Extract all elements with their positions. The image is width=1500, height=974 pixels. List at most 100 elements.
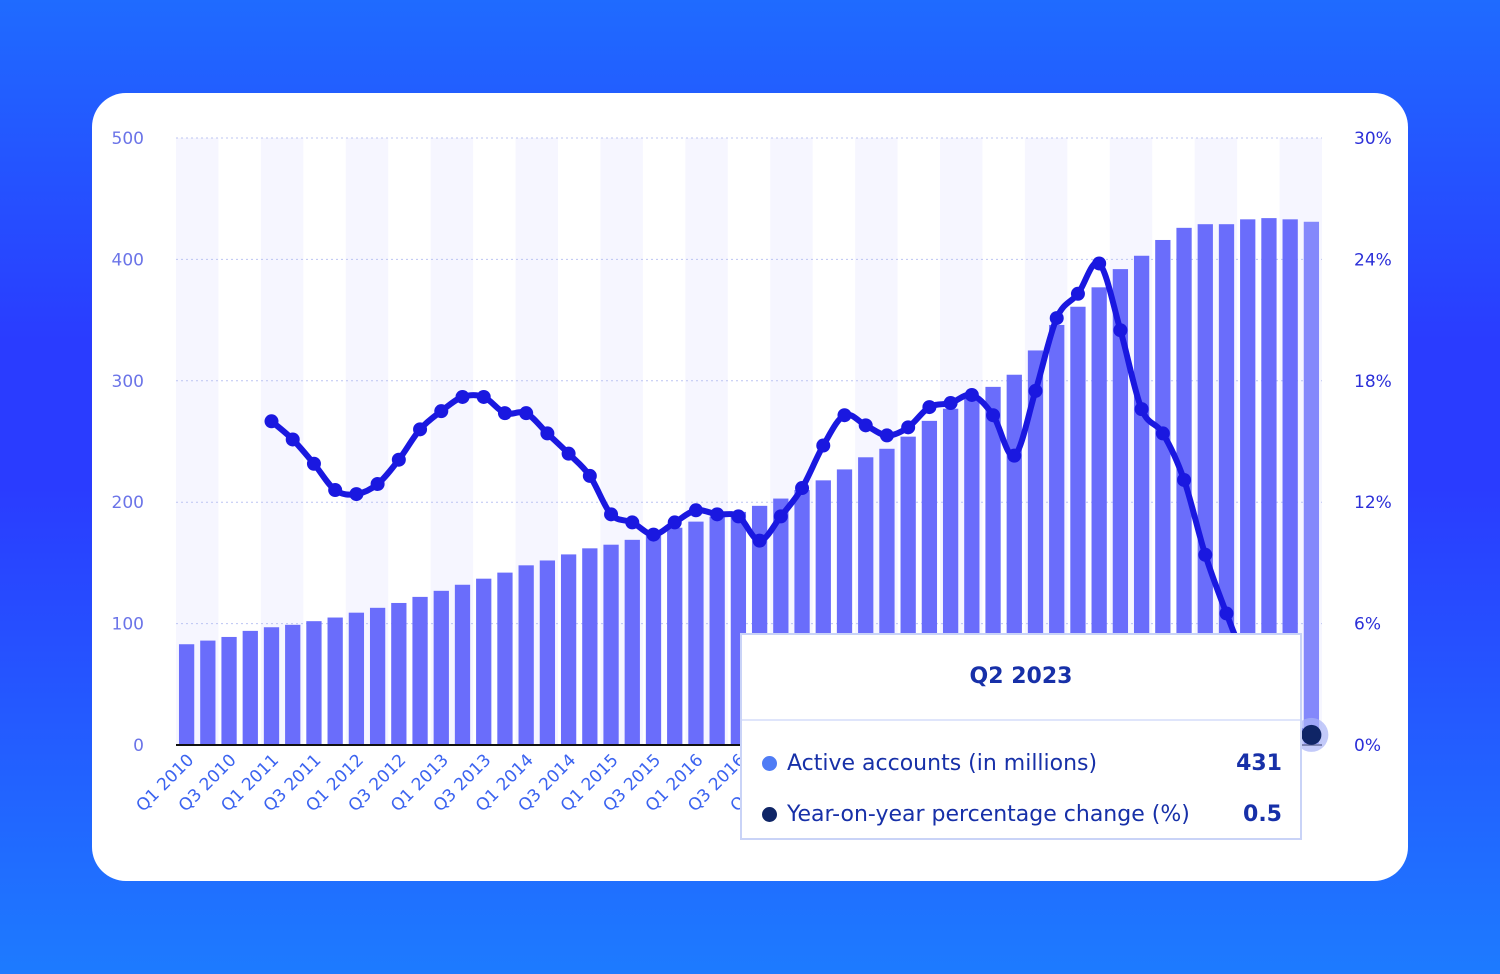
bar <box>582 548 598 745</box>
bar <box>221 636 237 745</box>
line-point <box>476 389 491 404</box>
line-point <box>455 389 470 404</box>
bar <box>200 640 216 745</box>
bar <box>433 590 449 745</box>
bar <box>285 624 301 745</box>
bar <box>348 612 365 745</box>
left-tick-label: 100 <box>112 615 144 635</box>
line-point <box>1028 383 1043 398</box>
line-point <box>625 515 640 530</box>
line-point <box>1134 402 1149 417</box>
tooltip-label: Year-on-year percentage change (%) <box>787 801 1190 827</box>
line-point <box>795 481 810 496</box>
line-point <box>1155 426 1170 441</box>
bar <box>1155 239 1171 745</box>
bar <box>1261 218 1277 745</box>
line-point <box>688 503 703 518</box>
line-point <box>434 404 449 419</box>
line-point <box>837 408 852 423</box>
bar <box>539 560 556 745</box>
line-point <box>943 396 958 411</box>
bar <box>603 544 619 745</box>
bar <box>306 621 322 745</box>
line-point <box>1219 606 1234 621</box>
line-point <box>582 468 597 483</box>
tooltip-value: 431 <box>1236 750 1282 776</box>
line-point <box>540 426 555 441</box>
right-tick-label: 6% <box>1354 615 1381 635</box>
bar <box>497 572 513 745</box>
line-point <box>413 422 428 437</box>
line-point <box>1113 323 1128 338</box>
line-point <box>646 527 661 542</box>
line-point <box>816 438 831 453</box>
line-point <box>710 507 725 522</box>
line-point <box>391 452 406 467</box>
tooltip-title: Q2 2023 <box>742 635 1300 721</box>
bar <box>1282 219 1298 745</box>
tooltip-row-accounts: Active accounts (in millions) 431 <box>762 745 1282 781</box>
bar <box>454 584 471 745</box>
bar <box>667 527 683 745</box>
line-point <box>667 515 682 530</box>
tooltip-row-change: Year-on-year percentage change (%) 0.5 <box>762 796 1282 832</box>
line-point <box>604 507 619 522</box>
line-point <box>561 446 576 461</box>
bar <box>709 516 725 745</box>
line-point <box>370 476 385 491</box>
line-point <box>922 400 937 415</box>
bar <box>1133 255 1150 745</box>
line-point <box>1198 547 1213 562</box>
line-point <box>752 533 767 548</box>
bar <box>1303 221 1320 746</box>
chart-card: 0 100 200 300 400 500 0% 6% 12% 18% 24% 30% Q1 201… <box>92 93 1408 881</box>
tooltip-line-dot <box>762 806 777 822</box>
line-point <box>349 487 364 502</box>
right-tick-label: 24% <box>1354 250 1392 270</box>
line-point <box>519 406 534 421</box>
line-point <box>1070 286 1085 301</box>
line-point <box>879 428 894 443</box>
line-point <box>285 432 300 447</box>
line-point <box>1049 311 1064 326</box>
bar <box>412 596 428 745</box>
right-tick-label: 12% <box>1354 493 1392 513</box>
line-point <box>1007 448 1022 463</box>
bar <box>560 554 577 745</box>
bar <box>688 521 704 745</box>
line-point <box>964 387 979 402</box>
line-point <box>1301 724 1322 745</box>
tooltip-bar-dot <box>762 755 777 771</box>
bar <box>242 630 258 745</box>
line-point <box>1092 256 1107 271</box>
bar <box>178 644 195 745</box>
line-point <box>1177 472 1192 487</box>
line-point <box>264 414 279 429</box>
bar <box>263 627 280 745</box>
left-tick-label: 0 <box>133 736 144 756</box>
bar <box>327 617 343 745</box>
tooltip: Q2 2023 Active accounts (in millions) 43… <box>740 633 1302 840</box>
bar <box>624 539 640 745</box>
left-tick-label: 300 <box>112 372 144 392</box>
left-tick-label: 400 <box>112 250 144 270</box>
bar <box>476 578 492 745</box>
line-point <box>306 456 321 471</box>
line-series <box>264 256 1329 752</box>
bar <box>1091 287 1107 745</box>
left-tick-label: 500 <box>112 129 144 149</box>
tooltip-value: 0.5 <box>1243 801 1282 827</box>
right-tick-label: 30% <box>1354 129 1392 149</box>
bar <box>1197 224 1213 746</box>
bar <box>1112 269 1129 745</box>
bar <box>391 602 407 745</box>
bar <box>645 534 662 745</box>
left-axis-ticks: 0 100 200 300 400 500 <box>112 129 144 756</box>
tooltip-label: Active accounts (in millions) <box>787 750 1098 776</box>
line-point <box>731 509 746 524</box>
line-point <box>986 408 1001 423</box>
line-point <box>858 418 873 433</box>
bar <box>369 607 386 745</box>
right-tick-label: 0% <box>1354 736 1381 756</box>
